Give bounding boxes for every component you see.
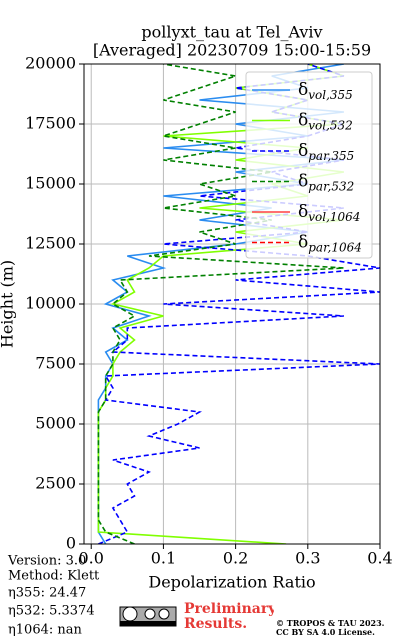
copyright: CC BY SA 4.0 License. [276,627,375,637]
info-line: Method: Klett [8,569,100,584]
copyright: © TROPOS & TAU 2023. [276,618,385,628]
y-tick-label: 15000 [25,174,76,193]
badge: Preliminary Results. [184,602,274,632]
cc-logo [119,606,177,627]
badge-box: Preliminary Results. [184,602,274,632]
legend: δvol,355 δvol,532 δpar,355 δpar,532 δvol,106… [245,71,373,259]
x-tick-label: 0.1 [151,549,176,568]
info-line: η355: 24.47 [8,586,86,601]
x-tick-label: 0.3 [295,549,320,568]
y-axis-label: Height (m) [0,260,17,348]
y-tick-label: 20000 [25,54,76,73]
profile-line [98,64,380,544]
legend-label: δpar,1064 [298,232,362,254]
y-tick-label: 7500 [35,354,76,373]
info-line: Version: 3.0 [7,554,86,569]
info-line: η1064: nan [8,623,83,638]
y-tick-label: 5000 [35,414,76,433]
plot-frame [83,63,381,545]
chart-subtitle: [Averaged] 20230709 15:00-15:59 [93,41,371,60]
x-tick-label: 0.0 [78,549,103,568]
legend-label: δpar,355 [298,141,354,163]
y-tick-label: 10000 [25,294,76,313]
y-tick-label: 2500 [35,474,76,493]
x-tick-label: 0.2 [223,549,248,568]
chart-title: pollyxt_tau at Tel_Aviv [141,23,322,42]
y-tick-label: 17500 [25,114,76,133]
info-block: Version: 3.0 Method: Klett η355: 24.47 η… [7,554,100,638]
legend-label: δvol,532 [298,110,353,132]
x-tick-label: 0.4 [367,549,392,568]
y-tick-label: 12500 [25,234,76,253]
legend-label: δpar,532 [298,171,354,193]
x-axis-label: Depolarization Ratio [148,573,315,592]
y-tick-label: 0 [66,534,76,553]
info-line: η532: 5.3374 [8,604,95,619]
legend-label: δvol,1064 [298,202,360,224]
legend-label: δvol,355 [298,80,353,102]
